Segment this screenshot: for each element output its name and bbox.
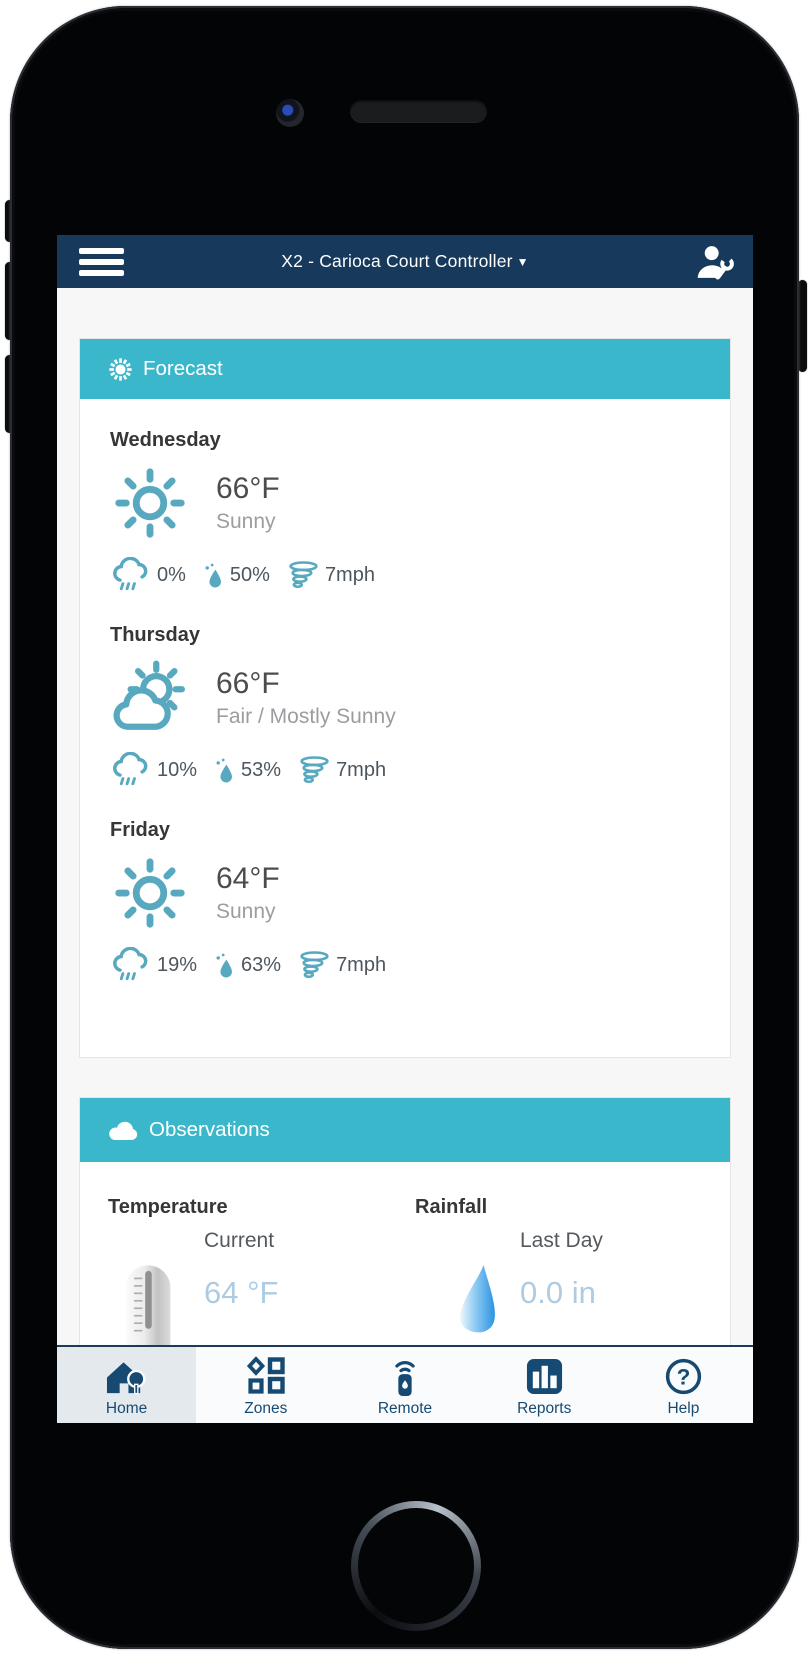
nav-item-help[interactable]: ? Help <box>614 1347 753 1423</box>
mute-switch <box>5 200 14 242</box>
rain-cloud-icon <box>113 752 148 786</box>
nav-label: Help <box>667 1400 700 1417</box>
day-name: Thursday <box>110 624 201 646</box>
humidity-stat: 53% <box>214 757 281 785</box>
rain-chance-stat: 10% <box>110 752 197 789</box>
rainfall-observation: Rainfall Last Day <box>405 1196 730 1361</box>
nav-item-home[interactable]: Home <box>57 1347 197 1423</box>
rain-chance-stat: 0% <box>110 557 186 594</box>
day-temperature: 66°F <box>216 472 280 505</box>
droplets-icon <box>216 758 232 782</box>
observations-title: Observations <box>149 1118 270 1141</box>
chevron-down-icon: ▼ <box>516 255 529 269</box>
sun-burst-icon <box>108 357 133 382</box>
temperature-observation: Temperature <box>80 1196 405 1361</box>
day-temperature: 64°F <box>216 862 280 895</box>
humidity-stat: 63% <box>214 952 281 980</box>
forecast-day-row: Friday 64°F Sunny <box>80 789 730 984</box>
zones-icon <box>246 1353 286 1399</box>
nav-item-remote[interactable]: Remote <box>335 1347 474 1423</box>
droplets-icon <box>205 563 221 587</box>
nav-label: Reports <box>517 1400 572 1417</box>
temperature-label: Temperature <box>108 1196 228 1218</box>
nav-label: Zones <box>244 1400 288 1417</box>
bottom-navigation-bar: Home Zones <box>57 1345 753 1423</box>
question-mark-glyph: ? <box>677 1364 691 1389</box>
day-name: Wednesday <box>110 429 221 451</box>
nav-item-reports[interactable]: Reports <box>475 1347 614 1423</box>
droplets-icon <box>216 953 232 977</box>
forecast-day-row: Wednesday 66°F Sunny <box>80 399 730 594</box>
forecast-day-row: Thursday <box>80 594 730 789</box>
cloud-icon <box>108 1120 139 1141</box>
home-button-hardware <box>351 1501 481 1631</box>
observations-card: Observations Temperature <box>79 1097 731 1361</box>
app-screen: X2 - Carioca Court Controller ▼ <box>57 235 753 1423</box>
forecast-card-header: Forecast <box>80 339 730 399</box>
rain-cloud-icon <box>113 947 148 981</box>
thermometer-icon <box>125 1265 171 1361</box>
remote-icon <box>386 1353 424 1399</box>
home-icon <box>104 1353 149 1399</box>
earpiece-speaker <box>350 100 487 123</box>
nav-label: Remote <box>377 1400 433 1417</box>
rainfall-sublabel: Last Day <box>520 1229 603 1252</box>
hamburger-menu-icon[interactable] <box>79 247 124 276</box>
reports-icon <box>523 1353 566 1399</box>
volume-up-button <box>5 262 14 340</box>
volume-down-button <box>5 355 14 433</box>
nav-item-zones[interactable]: Zones <box>196 1347 335 1423</box>
wind-tornado-icon <box>300 951 329 979</box>
help-icon: ? <box>664 1353 703 1399</box>
app-header-bar: X2 - Carioca Court Controller ▼ <box>57 235 753 288</box>
nav-label: Home <box>105 1400 148 1417</box>
wind-tornado-icon <box>300 756 329 784</box>
controller-title-dropdown[interactable]: X2 - Carioca Court Controller ▼ <box>57 251 753 272</box>
day-condition: Sunny <box>216 900 276 923</box>
day-condition: Fair / Mostly Sunny <box>216 705 396 728</box>
wind-stat: 7mph <box>298 756 386 785</box>
rain-chance-stat: 19% <box>110 947 197 984</box>
water-drop-icon <box>460 1265 495 1333</box>
front-camera <box>276 99 304 127</box>
day-temperature: 66°F <box>216 667 280 700</box>
rain-cloud-icon <box>113 557 148 591</box>
day-condition: Sunny <box>216 510 276 533</box>
rainfall-label: Rainfall <box>415 1196 488 1218</box>
forecast-card: Forecast Wednesday <box>79 338 731 1058</box>
wind-tornado-icon <box>289 561 318 589</box>
wind-stat: 7mph <box>287 561 375 590</box>
observations-card-header: Observations <box>80 1098 730 1162</box>
power-button <box>798 280 807 372</box>
sunny-icon <box>115 858 185 928</box>
sunny-icon <box>115 468 185 538</box>
wind-stat: 7mph <box>298 951 386 980</box>
temperature-value: 64 °F <box>204 1275 279 1310</box>
user-wrench-icon[interactable] <box>694 243 735 286</box>
humidity-stat: 50% <box>203 562 270 590</box>
page-title: X2 - Carioca Court Controller <box>281 251 513 271</box>
forecast-title: Forecast <box>143 357 223 380</box>
day-name: Friday <box>110 819 171 841</box>
rainfall-value: 0.0 in <box>520 1275 596 1310</box>
temperature-sublabel: Current <box>204 1229 275 1252</box>
partly-cloudy-icon <box>113 660 185 730</box>
